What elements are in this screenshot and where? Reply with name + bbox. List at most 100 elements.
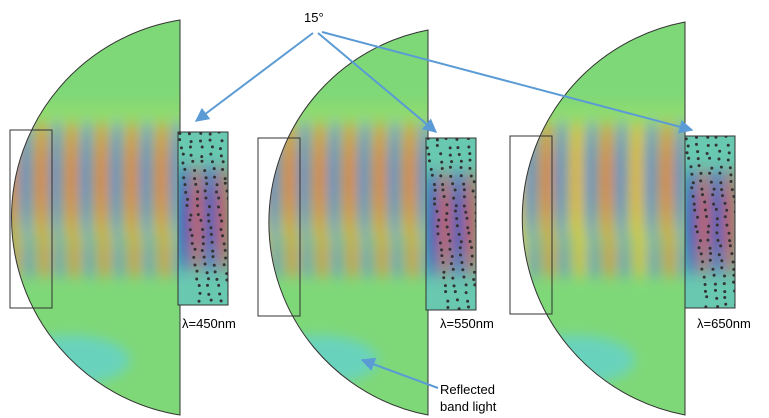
particle <box>216 205 220 209</box>
particle <box>221 167 225 171</box>
particle <box>703 200 707 204</box>
particle <box>457 152 461 156</box>
particle <box>427 159 431 163</box>
particle <box>721 194 725 198</box>
particle <box>193 263 197 267</box>
particle <box>433 188 437 192</box>
particle <box>453 290 457 294</box>
wave-halo <box>337 100 347 280</box>
particle <box>196 190 200 194</box>
particle <box>189 153 193 157</box>
particle <box>221 234 225 238</box>
particle <box>699 179 703 183</box>
particle <box>720 259 724 263</box>
particle <box>732 195 735 199</box>
particle <box>231 249 234 252</box>
particle <box>479 261 482 264</box>
particle <box>210 145 214 149</box>
particle <box>482 269 485 272</box>
particle <box>223 248 227 252</box>
particle <box>197 299 201 303</box>
particle <box>219 299 223 303</box>
wavelength-label: λ=550nm <box>440 316 494 331</box>
particle <box>197 284 201 288</box>
particle <box>426 146 429 150</box>
particle <box>726 158 730 162</box>
particle <box>701 193 705 197</box>
particle <box>466 299 470 303</box>
wave-stripe <box>675 120 685 240</box>
particle <box>713 282 717 286</box>
particle <box>715 296 719 300</box>
wave-halo <box>307 100 317 280</box>
particle <box>217 283 221 287</box>
particle <box>730 252 734 256</box>
particle <box>437 218 441 222</box>
particle <box>196 213 200 217</box>
grating-stripe <box>179 163 189 274</box>
particle <box>228 204 231 207</box>
particle <box>482 277 485 280</box>
particle <box>186 197 190 201</box>
particle <box>209 226 213 230</box>
wavelength-label: λ=650nm <box>697 316 751 331</box>
particle <box>236 278 239 281</box>
particle <box>225 189 228 193</box>
particle <box>210 240 214 244</box>
particle <box>468 152 472 156</box>
particle <box>179 146 183 150</box>
particle <box>740 269 743 272</box>
particle <box>457 307 461 310</box>
particle <box>237 292 240 295</box>
particle <box>446 232 450 236</box>
right-box <box>177 131 229 306</box>
particle <box>461 268 465 272</box>
panel-outline <box>268 29 429 416</box>
particle <box>203 189 207 193</box>
particle <box>207 205 211 209</box>
grating-stripe <box>192 163 202 274</box>
particle <box>450 255 454 259</box>
grating-field <box>179 163 228 274</box>
particle <box>743 289 746 292</box>
particle <box>464 291 468 295</box>
particle <box>695 230 699 234</box>
particle <box>741 254 744 257</box>
wave-halo <box>89 100 99 280</box>
particle <box>190 242 194 246</box>
particle <box>730 188 734 192</box>
particle <box>454 204 458 208</box>
wave-stripe <box>418 120 428 240</box>
particle <box>444 138 448 141</box>
particle <box>715 223 719 227</box>
particle <box>479 234 482 237</box>
particle <box>452 196 456 200</box>
particle <box>714 207 718 211</box>
particle <box>215 277 219 281</box>
particle <box>200 248 204 252</box>
particle <box>697 164 701 168</box>
particle <box>199 218 203 222</box>
grating-stripe <box>427 169 437 279</box>
particle <box>707 224 711 228</box>
particle <box>452 284 456 288</box>
reflected-label: band light <box>440 399 497 414</box>
particle <box>722 282 726 286</box>
particle <box>213 270 217 274</box>
particle <box>458 253 462 257</box>
particle <box>448 153 452 157</box>
wave-halo <box>29 100 39 280</box>
particle <box>745 303 748 306</box>
particle <box>222 242 226 246</box>
wave-stripe <box>170 120 181 240</box>
particle <box>728 166 732 170</box>
particle <box>453 188 457 192</box>
particle <box>448 146 452 150</box>
particle <box>193 177 197 181</box>
particle <box>470 254 474 258</box>
particle <box>732 273 735 277</box>
particle <box>455 224 459 228</box>
particle <box>468 158 472 162</box>
